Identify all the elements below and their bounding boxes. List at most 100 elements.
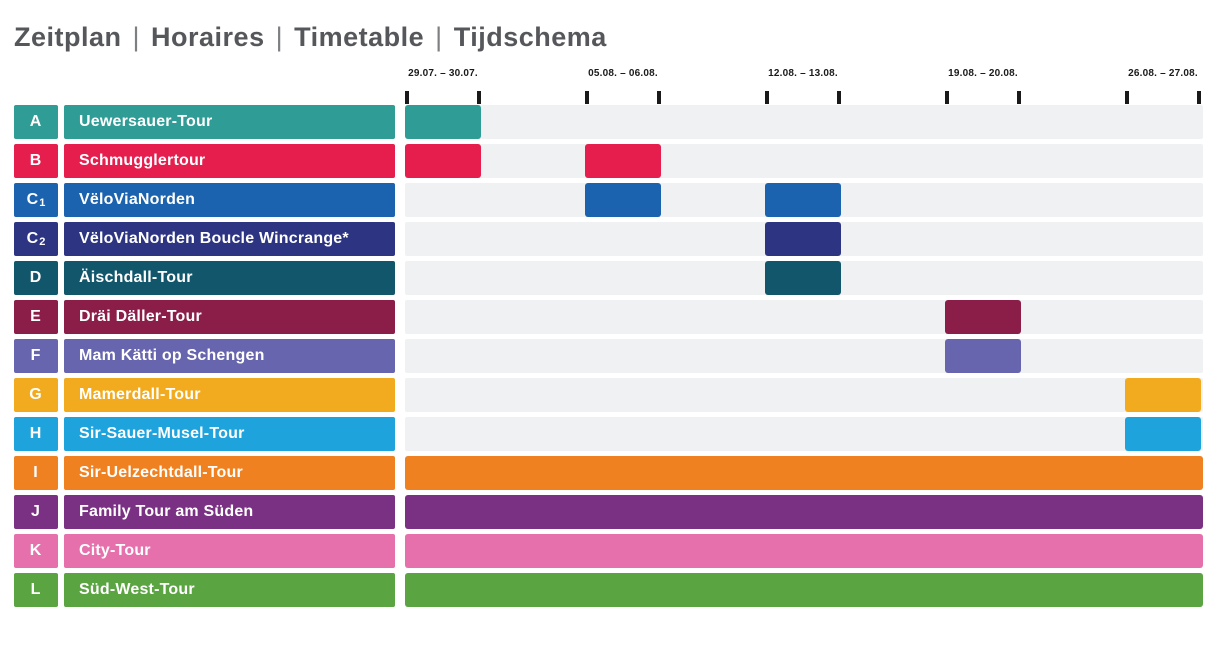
tour-name-bar: Family Tour am Süden (64, 495, 395, 529)
timeline-tick (1017, 91, 1021, 104)
schedule-bar (585, 183, 661, 217)
schedule-bar (585, 144, 661, 178)
schedule-bar (1125, 378, 1201, 412)
tour-row: C 2 VëloViaNorden Boucle Wincrange* (0, 222, 1224, 256)
schedule-bar (405, 534, 1203, 568)
tour-code-badge: G (14, 378, 58, 412)
tour-name: Dräi Däller-Tour (79, 308, 202, 325)
tour-name-bar: Dräi Däller-Tour (64, 300, 395, 334)
weekend-date-label: 19.08. – 20.08. (948, 68, 1018, 79)
tour-code-badge: J (14, 495, 58, 529)
tour-name: Süd-West-Tour (79, 581, 195, 598)
tour-code: L (30, 581, 41, 598)
title-separator: | (132, 22, 141, 52)
tour-schedule-track (405, 456, 1203, 490)
title-word: Horaires (151, 22, 265, 52)
tour-schedule-track (405, 105, 1203, 139)
schedule-bar (765, 183, 841, 217)
tour-code: C (26, 230, 39, 247)
tour-code: C (26, 191, 39, 208)
tour-row: I Sir-Uelzechtdall-Tour (0, 456, 1224, 490)
tour-code: K (29, 542, 42, 559)
weekend-date-label: 29.07. – 30.07. (408, 68, 478, 79)
tour-code-badge: D (14, 261, 58, 295)
tour-name: Mamerdall-Tour (79, 386, 201, 403)
schedule-bar (765, 222, 841, 256)
tour-name-bar: City-Tour (64, 534, 395, 568)
tour-name: Äischdall-Tour (79, 269, 193, 286)
tour-code: B (29, 152, 42, 169)
tour-name-bar: Uewersauer-Tour (64, 105, 395, 139)
tour-schedule-track (405, 300, 1203, 334)
title-separator: | (435, 22, 443, 52)
tour-row: K City-Tour (0, 534, 1224, 568)
tour-row: B Schmugglertour (0, 144, 1224, 178)
tour-row: H Sir-Sauer-Musel-Tour (0, 417, 1224, 451)
timeline-tick (1125, 91, 1129, 104)
tour-schedule-track (405, 261, 1203, 295)
timeline-tick (477, 91, 481, 104)
tour-name: Sir-Uelzechtdall-Tour (79, 464, 243, 481)
tour-code-badge: K (14, 534, 58, 568)
tour-name-bar: Mamerdall-Tour (64, 378, 395, 412)
tour-schedule-track (405, 417, 1203, 451)
title-word: Tijdschema (453, 22, 607, 52)
tour-row: D Äischdall-Tour (0, 261, 1224, 295)
tour-name: City-Tour (79, 542, 151, 559)
tour-row: J Family Tour am Süden (0, 495, 1224, 529)
tour-code: A (29, 113, 42, 130)
schedule-bar (405, 144, 481, 178)
tour-schedule-track (405, 378, 1203, 412)
tour-name: Schmugglertour (79, 152, 206, 169)
tour-name: VëloViaNorden Boucle Wincrange* (79, 230, 349, 247)
tour-code: J (31, 503, 40, 520)
title-separator: | (275, 22, 284, 52)
tour-name-bar: Mam Kätti op Schengen (64, 339, 395, 373)
tour-code: F (30, 347, 41, 364)
schedule-bar (405, 495, 1203, 529)
schedule-bar (945, 339, 1021, 373)
tour-name: Uewersauer-Tour (79, 113, 213, 130)
tour-code: D (29, 269, 42, 286)
title-word: Timetable (294, 22, 425, 52)
tour-code: I (33, 464, 38, 481)
tour-name: Family Tour am Süden (79, 503, 254, 520)
timeline-tick (765, 91, 769, 104)
tour-name: Sir-Sauer-Musel-Tour (79, 425, 245, 442)
tour-code-badge: F (14, 339, 58, 373)
rows: A Uewersauer-Tour B Schmugglertour C 1 VëloVia… (0, 105, 1224, 645)
tour-code-badge: B (14, 144, 58, 178)
tour-code-badge: I (14, 456, 58, 490)
tour-name-bar: Süd-West-Tour (64, 573, 395, 607)
schedule-bar (1125, 417, 1201, 451)
tour-code-badge: A (14, 105, 58, 139)
tour-code-sub: 1 (39, 197, 46, 209)
tour-name-bar: Sir-Sauer-Musel-Tour (64, 417, 395, 451)
timeline-tick (945, 91, 949, 104)
timeline-tick (837, 91, 841, 104)
timeline-tick (657, 91, 661, 104)
tour-code-badge: H (14, 417, 58, 451)
tour-schedule-track (405, 573, 1203, 607)
tour-name-bar: Schmugglertour (64, 144, 395, 178)
tour-schedule-track (405, 495, 1203, 529)
tour-row: F Mam Kätti op Schengen (0, 339, 1224, 373)
tour-schedule-track (405, 222, 1203, 256)
weekend-date-label: 26.08. – 27.08. (1128, 68, 1198, 79)
tour-schedule-track (405, 144, 1203, 178)
schedule-bar (405, 105, 481, 139)
tour-row: E Dräi Däller-Tour (0, 300, 1224, 334)
timeline-tick (585, 91, 589, 104)
tour-code-badge: L (14, 573, 58, 607)
timeline-tick (1197, 91, 1201, 104)
tour-schedule-track (405, 183, 1203, 217)
page-title: Zeitplan | Horaires | Timetable | Tijdschema (14, 22, 607, 53)
timeline-tick (405, 91, 409, 104)
weekend-date-label: 05.08. – 06.08. (588, 68, 658, 79)
tour-name: Mam Kätti op Schengen (79, 347, 265, 364)
schedule-bar (945, 300, 1021, 334)
tour-name-bar: Sir-Uelzechtdall-Tour (64, 456, 395, 490)
